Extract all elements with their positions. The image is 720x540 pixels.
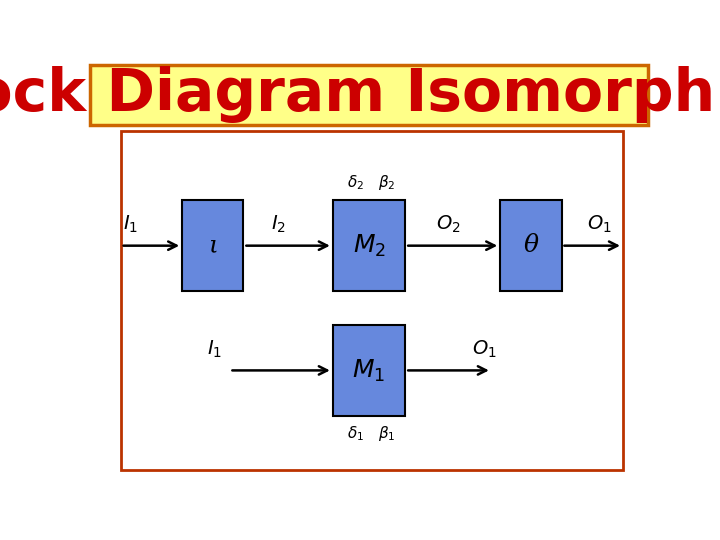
Text: $M_2$: $M_2$ — [353, 233, 385, 259]
Text: $I_1$: $I_1$ — [124, 214, 139, 235]
Bar — [333, 200, 405, 292]
Text: Block Diagram Isomorphism: Block Diagram Isomorphism — [0, 66, 720, 124]
Text: $I_1$: $I_1$ — [207, 339, 222, 360]
Bar — [90, 65, 648, 125]
Bar — [182, 200, 243, 292]
Bar — [500, 200, 562, 292]
Text: $M_1$: $M_1$ — [353, 357, 385, 383]
Bar — [333, 325, 405, 416]
Text: $O_1$: $O_1$ — [472, 339, 497, 360]
Text: $O_1$: $O_1$ — [587, 214, 611, 235]
Text: $I_2$: $I_2$ — [271, 214, 287, 235]
Text: $O_2$: $O_2$ — [436, 214, 461, 235]
Text: $\delta_2$   $\beta_2$: $\delta_2$ $\beta_2$ — [347, 173, 395, 192]
Bar — [121, 131, 623, 470]
Text: θ: θ — [523, 234, 539, 257]
Text: ι: ι — [208, 234, 217, 257]
Text: $\delta_1$   $\beta_1$: $\delta_1$ $\beta_1$ — [347, 424, 395, 443]
